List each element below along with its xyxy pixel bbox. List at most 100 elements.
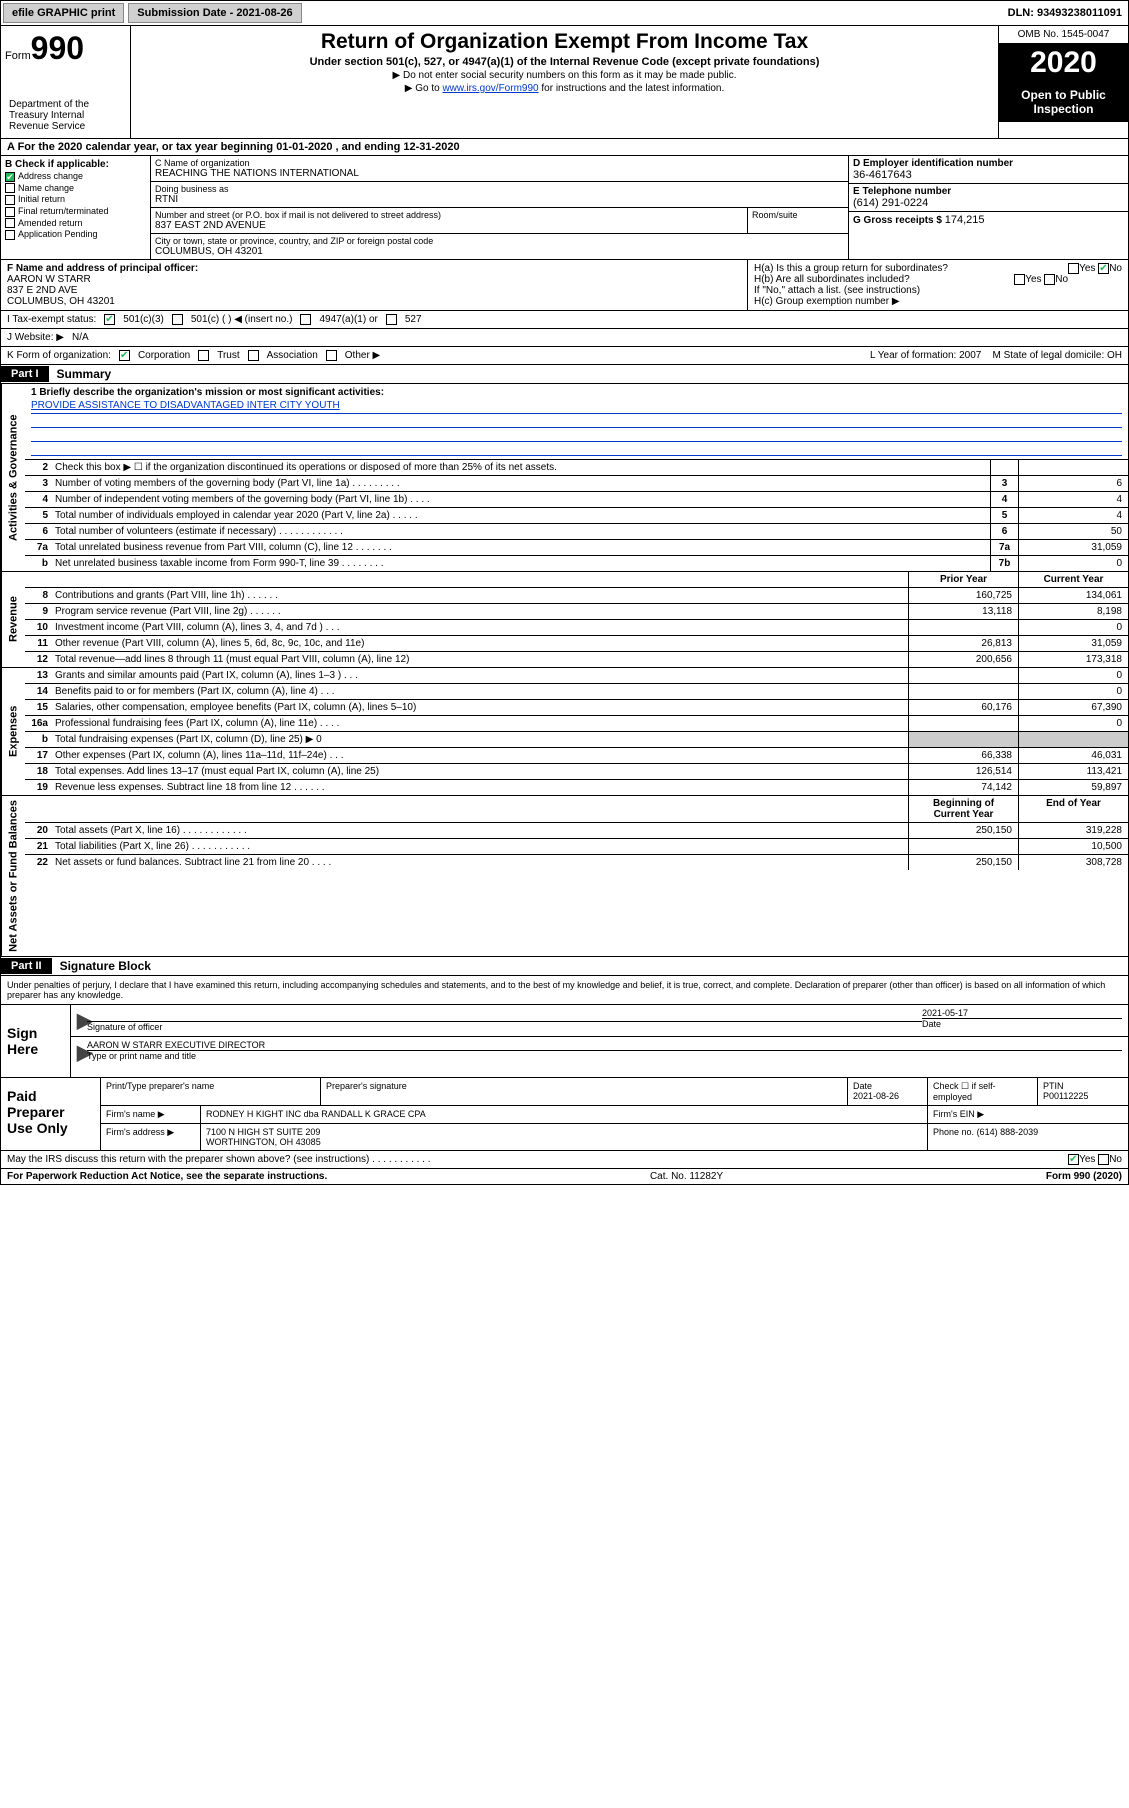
- summary-row: 5Total number of individuals employed in…: [25, 508, 1128, 524]
- summary-row: 18Total expenses. Add lines 13–17 (must …: [25, 764, 1128, 780]
- paid-row-3: Firm's address ▶ 7100 N HIGH ST SUITE 20…: [101, 1124, 1128, 1150]
- summary-row: 6Total number of volunteers (estimate if…: [25, 524, 1128, 540]
- assoc-checkbox[interactable]: [248, 350, 259, 361]
- discuss-yes-checkbox[interactable]: [1068, 1154, 1079, 1165]
- ein-value: 36-4617643: [853, 169, 1124, 181]
- website-value: N/A: [72, 332, 89, 343]
- section-governance: Activities & Governance 1 Briefly descri…: [1, 384, 1128, 572]
- summary-row: 3Number of voting members of the governi…: [25, 476, 1128, 492]
- section-deg: D Employer identification number 36-4617…: [848, 156, 1128, 259]
- 4947-checkbox[interactable]: [300, 314, 311, 325]
- header-mid: Return of Organization Exempt From Incom…: [131, 26, 998, 138]
- form-number: Form990: [5, 30, 126, 67]
- addr-cell: Number and street (or P.O. box if mail i…: [151, 208, 748, 233]
- f-label: F Name and address of principal officer:: [7, 263, 741, 274]
- side-net-assets: Net Assets or Fund Balances: [1, 796, 25, 956]
- city-cell: City or town, state or province, country…: [151, 234, 848, 259]
- summary-row: 4Number of independent voting members of…: [25, 492, 1128, 508]
- section-c: C Name of organization REACHING THE NATI…: [151, 156, 848, 259]
- 527-checkbox[interactable]: [386, 314, 397, 325]
- checkbox[interactable]: [5, 195, 15, 205]
- checkbox[interactable]: ✔: [5, 172, 15, 182]
- gross-value: 174,215: [945, 214, 985, 226]
- current-year-hdr: Current Year: [1018, 572, 1128, 587]
- summary-row: bNet unrelated business taxable income f…: [25, 556, 1128, 571]
- sig-row-1: ▶ Signature of officer 2021-05-17 Date: [71, 1005, 1128, 1037]
- paid-row-2: Firm's name ▶ RODNEY H KIGHT INC dba RAN…: [101, 1106, 1128, 1124]
- omb-label: OMB No. 1545-0047: [999, 26, 1128, 44]
- summary-row: 10Investment income (Part VIII, column (…: [25, 620, 1128, 636]
- revenue-body: Prior Year Current Year 8Contributions a…: [25, 572, 1128, 667]
- ha-no-checkbox[interactable]: [1098, 263, 1109, 274]
- irs-link[interactable]: www.irs.gov/Form990: [442, 83, 538, 94]
- officer-name: AARON W STARR: [7, 274, 741, 285]
- checkbox[interactable]: [5, 207, 15, 217]
- part1-header: Part I Summary: [1, 365, 1128, 384]
- sig-row-2: ▶ AARON W STARR EXECUTIVE DIRECTOR Type …: [71, 1037, 1128, 1068]
- paperwork-notice: For Paperwork Reduction Act Notice, see …: [7, 1171, 327, 1182]
- hb-row: H(b) Are all subordinates included? Yes …: [754, 274, 1122, 285]
- blank-line: [31, 414, 1122, 428]
- summary-row: 22Net assets or fund balances. Subtract …: [25, 855, 1128, 870]
- hb-yes-checkbox[interactable]: [1014, 274, 1025, 285]
- paid-right: Print/Type preparer's name Preparer's si…: [101, 1078, 1128, 1150]
- part2-header: Part II Signature Block: [1, 957, 1128, 976]
- summary-row: 8Contributions and grants (Part VIII, li…: [25, 588, 1128, 604]
- signature-line[interactable]: [87, 1008, 922, 1022]
- firm-ein: Firm's EIN ▶: [928, 1106, 1128, 1123]
- note-link: ▶ Go to www.irs.gov/Form990 for instruct…: [137, 83, 992, 94]
- other-checkbox[interactable]: [326, 350, 337, 361]
- summary-row: 15Salaries, other compensation, employee…: [25, 700, 1128, 716]
- d-label: D Employer identification number: [853, 158, 1124, 169]
- e-label: E Telephone number: [853, 186, 1124, 197]
- discuss-no-checkbox[interactable]: [1098, 1154, 1109, 1165]
- addr-label: Number and street (or P.O. box if mail i…: [155, 210, 743, 220]
- hc-row: H(c) Group exemption number ▶: [754, 296, 1122, 307]
- summary-row: 11Other revenue (Part VIII, column (A), …: [25, 636, 1128, 652]
- sig-name: AARON W STARR EXECUTIVE DIRECTOR Type or…: [87, 1040, 1122, 1065]
- submission-date-button[interactable]: Submission Date - 2021-08-26: [128, 3, 301, 23]
- form-num: 990: [31, 30, 84, 66]
- paid-row-1: Print/Type preparer's name Preparer's si…: [101, 1078, 1128, 1106]
- dba-label: Doing business as: [155, 184, 844, 194]
- summary-row: 7aTotal unrelated business revenue from …: [25, 540, 1128, 556]
- section-revenue: Revenue Prior Year Current Year 8Contrib…: [1, 572, 1128, 668]
- b-label: B Check if applicable:: [5, 159, 146, 170]
- mission-label: 1 Briefly describe the organization's mi…: [31, 387, 1122, 398]
- paid-label: Paid Preparer Use Only: [1, 1078, 101, 1150]
- mission-text: PROVIDE ASSISTANCE TO DISADVANTAGED INTE…: [31, 398, 1122, 414]
- efile-print-button[interactable]: efile GRAPHIC print: [3, 3, 124, 23]
- checkbox[interactable]: [5, 230, 15, 240]
- section-expenses: Expenses 13Grants and similar amounts pa…: [1, 668, 1128, 796]
- trust-checkbox[interactable]: [198, 350, 209, 361]
- summary-row: 21Total liabilities (Part X, line 26) . …: [25, 839, 1128, 855]
- form-990-page: efile GRAPHIC print Submission Date - 20…: [0, 0, 1129, 1185]
- checkbox[interactable]: [5, 183, 15, 193]
- g-label: G Gross receipts $: [853, 215, 942, 226]
- summary-row: 17Other expenses (Part IX, column (A), l…: [25, 748, 1128, 764]
- cat-no: Cat. No. 11282Y: [327, 1171, 1046, 1182]
- summary-row: 13Grants and similar amounts paid (Part …: [25, 668, 1128, 684]
- firm-name: RODNEY H KIGHT INC dba RANDALL K GRACE C…: [201, 1106, 928, 1123]
- ha-yes-checkbox[interactable]: [1068, 263, 1079, 274]
- 501c-checkbox[interactable]: [172, 314, 183, 325]
- summary-row: 19Revenue less expenses. Subtract line 1…: [25, 780, 1128, 795]
- corp-checkbox[interactable]: [119, 350, 130, 361]
- na-header-row: Beginning of Current Year End of Year: [25, 796, 1128, 823]
- row-i-tax-status: I Tax-exempt status: 501(c)(3) 501(c) ( …: [1, 311, 1128, 329]
- discuss-row: May the IRS discuss this return with the…: [1, 1151, 1128, 1169]
- form-header: Form990 Department of the Treasury Inter…: [1, 26, 1128, 139]
- hb-no-checkbox[interactable]: [1044, 274, 1055, 285]
- penalties-statement: Under penalties of perjury, I declare th…: [1, 976, 1128, 1005]
- net-assets-body: Beginning of Current Year End of Year 20…: [25, 796, 1128, 956]
- row-k-org-form: K Form of organization: Corporation Trus…: [1, 347, 1128, 365]
- section-fh: F Name and address of principal officer:…: [1, 260, 1128, 311]
- part2-tag: Part II: [1, 958, 52, 974]
- 501c3-checkbox[interactable]: [104, 314, 115, 325]
- sig-officer: Signature of officer: [87, 1008, 922, 1033]
- checkbox[interactable]: [5, 218, 15, 228]
- sig-date: 2021-05-17 Date: [922, 1008, 1122, 1033]
- prep-name-hdr: Print/Type preparer's name: [101, 1078, 321, 1105]
- mission-block: 1 Briefly describe the organization's mi…: [25, 384, 1128, 460]
- officer-addr1: 837 E 2ND AVE: [7, 285, 741, 296]
